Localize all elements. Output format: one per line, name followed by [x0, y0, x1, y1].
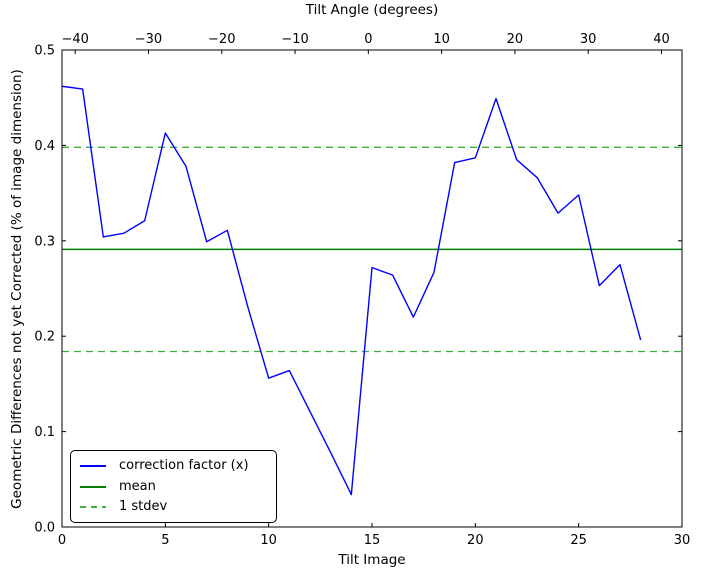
y-tick-label: 0.3: [34, 234, 55, 249]
top-tick-label: 0: [364, 32, 372, 47]
series-line-correction-factor: [61, 85, 642, 496]
legend-item: correction factor (x): [80, 458, 267, 474]
legend-item: mean: [80, 479, 267, 495]
y-tick-label: 0.5: [34, 44, 55, 59]
top-tick-label: −20: [208, 32, 235, 47]
legend-line-sample-correction-factor: [80, 465, 106, 468]
top-tick-label: 30: [580, 32, 597, 47]
x-axis-label: Tilt Image: [338, 552, 406, 568]
y-tick-label: 0.1: [34, 425, 55, 440]
x-tick-label: 0: [58, 533, 66, 548]
legend: correction factor (x) mean 1 stdev: [70, 450, 277, 523]
y-axis-label-wrap: Geometric Differences not yet Corrected …: [0, 50, 34, 527]
legend-line-sample-1-stdev: [80, 505, 106, 508]
y-tick-label: 0.2: [34, 330, 55, 345]
y-tick-label: 0.0: [34, 521, 55, 536]
legend-label: 1 stdev: [119, 498, 168, 514]
legend-label: mean: [119, 478, 156, 494]
legend-line-sample-mean: [80, 485, 106, 488]
legend-item: 1 stdev: [80, 499, 267, 515]
top-tick-label: −30: [135, 32, 162, 47]
legend-label: correction factor (x): [119, 458, 249, 474]
y-axis-label: Geometric Differences not yet Corrected …: [9, 68, 26, 509]
top-tick-label: 20: [507, 32, 524, 47]
y-tick-label: 0.4: [34, 139, 55, 154]
top-tick-label: 10: [433, 32, 450, 47]
x-tick-label: 15: [364, 533, 381, 548]
x-tick-label: 30: [674, 533, 691, 548]
top-tick-label: −10: [281, 32, 308, 47]
top-tick-label: 40: [653, 32, 670, 47]
x-tick-label: 5: [161, 533, 169, 548]
top-axis-title: Tilt Angle (degrees): [305, 2, 439, 18]
x-tick-label: 25: [570, 533, 587, 548]
x-tick-label: 10: [260, 533, 277, 548]
top-tick-label: −40: [61, 32, 88, 47]
x-tick-label: 20: [467, 533, 484, 548]
